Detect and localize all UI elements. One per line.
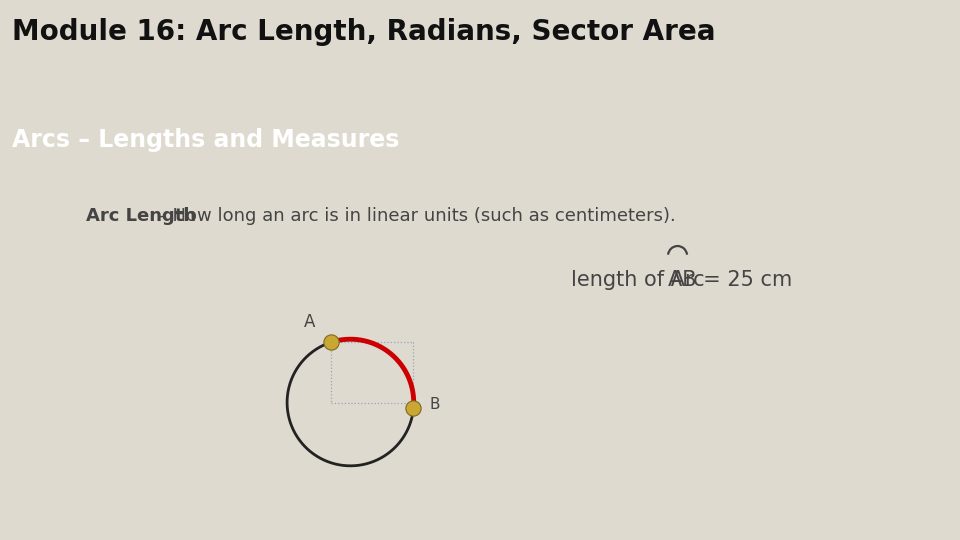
Text: A: A: [304, 313, 316, 332]
Text: length of Arc: length of Arc: [571, 269, 711, 289]
Text: Module 16: Arc Length, Radians, Sector Area: Module 16: Arc Length, Radians, Sector A…: [12, 18, 716, 46]
Text: Arc Length: Arc Length: [86, 207, 197, 225]
Text: – How long an arc is in linear units (such as centimeters).: – How long an arc is in linear units (su…: [152, 207, 676, 225]
Text: B: B: [429, 397, 440, 412]
Text: Arcs – Lengths and Measures: Arcs – Lengths and Measures: [12, 128, 400, 152]
Text: AB = 25 cm: AB = 25 cm: [668, 269, 792, 289]
